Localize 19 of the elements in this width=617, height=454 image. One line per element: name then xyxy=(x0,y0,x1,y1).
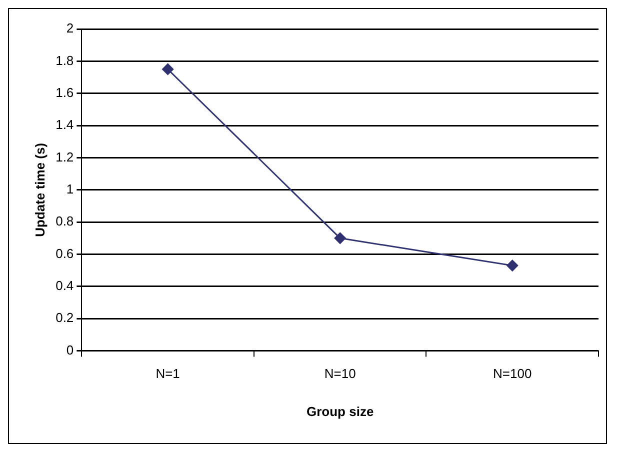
y-tick-label: 1.4 xyxy=(56,117,74,132)
y-tick-label: 0 xyxy=(66,342,74,358)
y-tick-label: 0.8 xyxy=(56,214,74,229)
y-tick-label: 1.2 xyxy=(56,149,74,164)
point xyxy=(334,232,346,244)
x-axis-title: Group size xyxy=(306,404,374,419)
y-axis-title: Update time (s) xyxy=(32,142,48,237)
y-tick-label: 2 xyxy=(66,20,74,36)
y-tick-label: 0.6 xyxy=(56,246,74,261)
x-tick-label: N=1 xyxy=(156,366,180,382)
point xyxy=(162,63,174,75)
y-tick-label: 1 xyxy=(66,181,74,196)
y-tick-label: 0.4 xyxy=(56,278,74,294)
point xyxy=(506,260,518,272)
y-tick-label: 1.6 xyxy=(56,84,74,100)
x-tick-label: N=10 xyxy=(324,366,356,382)
y-tick-label: 0.2 xyxy=(56,310,74,326)
y-tick-label: 1.8 xyxy=(56,52,74,68)
x-tick-label: N=100 xyxy=(493,366,532,382)
